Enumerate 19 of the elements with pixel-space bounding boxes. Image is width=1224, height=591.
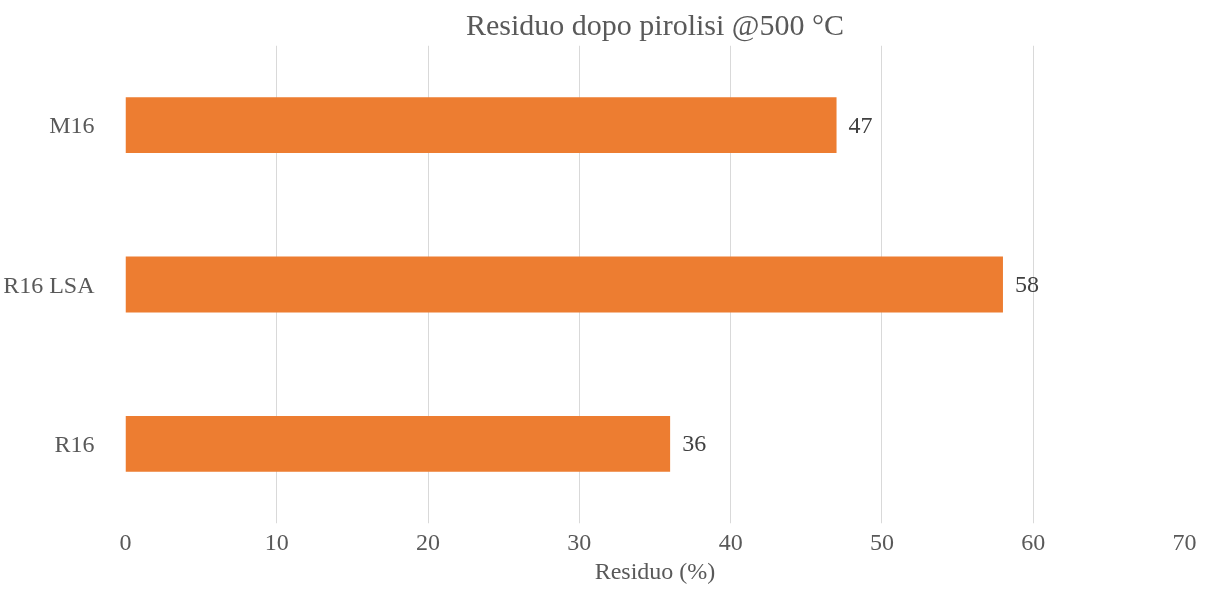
x-tick-label: 0 <box>119 528 132 555</box>
x-tick-label: 60 <box>1021 528 1046 555</box>
data-label: 36 <box>682 430 707 457</box>
y-tick-label: M16 <box>49 112 95 139</box>
x-tick-label: 30 <box>567 528 592 555</box>
chart-title: Residuo dopo pirolisi @500 °C <box>466 7 844 42</box>
x-axis-title: Residuo (%) <box>594 557 716 584</box>
y-tick-label: R16 <box>54 430 95 457</box>
x-tick-label: 20 <box>416 528 441 555</box>
x-tick-label: 70 <box>1172 528 1197 555</box>
x-tick-label: 40 <box>718 528 743 555</box>
x-tick-label: 50 <box>869 528 894 555</box>
bar <box>125 415 671 472</box>
x-tick-label: 10 <box>264 528 289 555</box>
data-label: 58 <box>1014 271 1039 297</box>
bar <box>125 97 837 154</box>
bar <box>125 256 1003 313</box>
data-label: 47 <box>848 111 873 138</box>
y-tick-label: R16 LSA <box>3 271 96 298</box>
